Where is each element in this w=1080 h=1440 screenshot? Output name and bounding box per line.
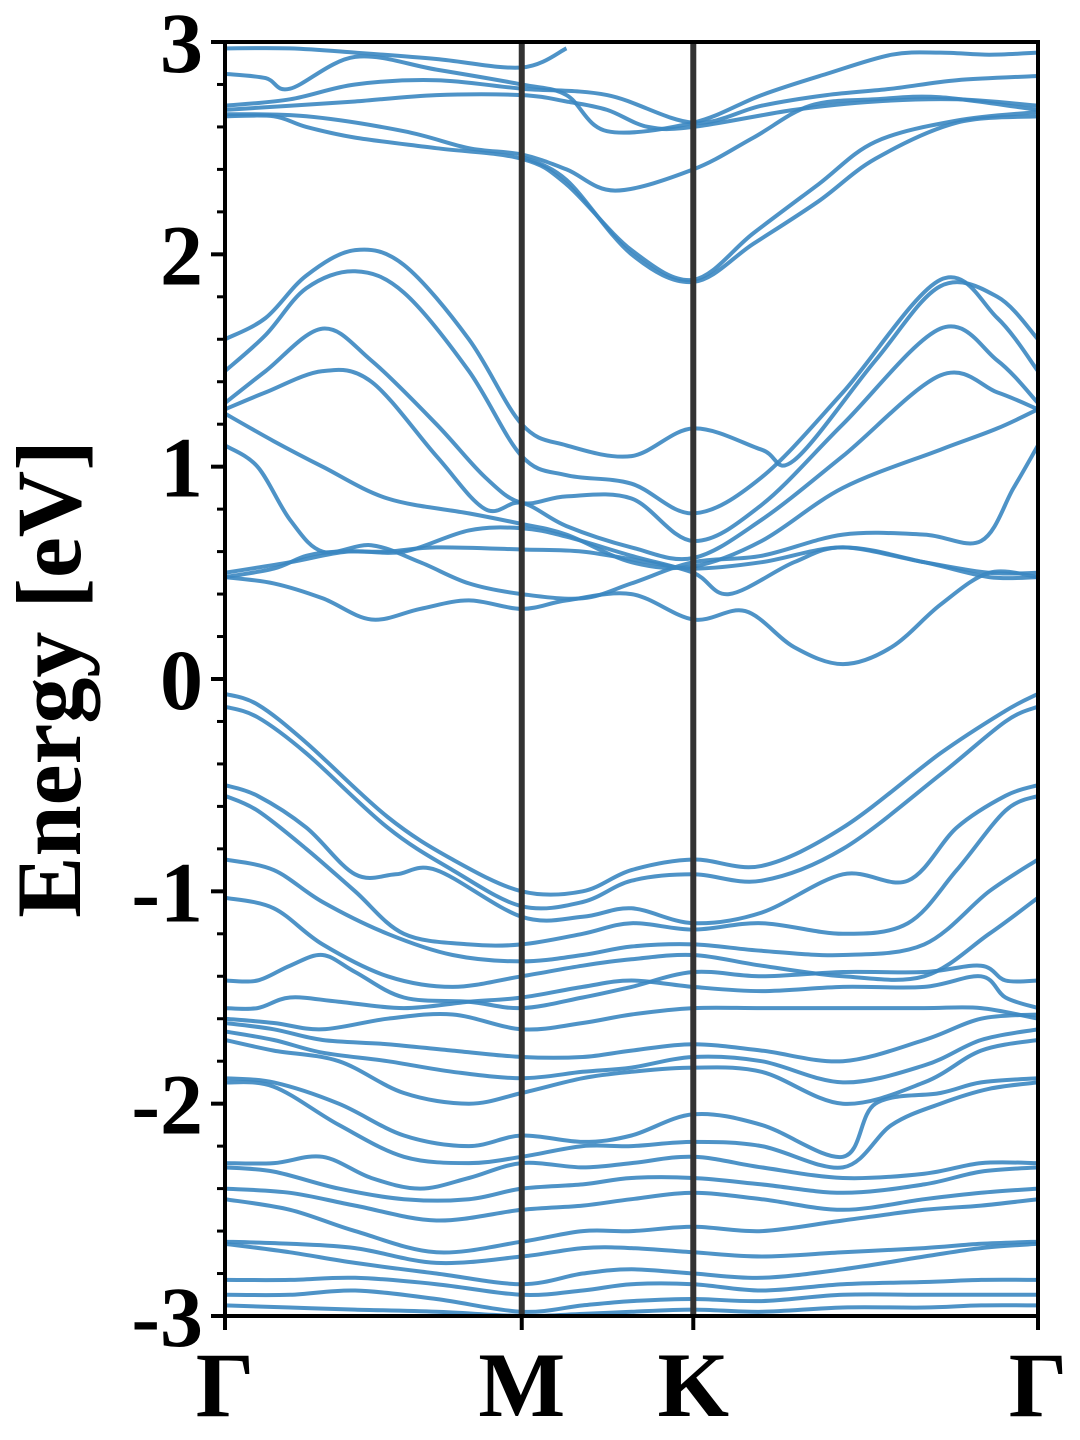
y-axis-title: Energy [eV] xyxy=(0,440,100,918)
band-line xyxy=(225,1288,1038,1314)
band-line xyxy=(225,324,1038,544)
band-line xyxy=(225,1165,1038,1203)
band-line xyxy=(225,367,1038,562)
band-line xyxy=(225,1012,1038,1064)
band-line xyxy=(225,857,1038,964)
y-tick-label: 3 xyxy=(160,0,203,91)
y-tick-label: -3 xyxy=(131,1269,203,1365)
band-line xyxy=(225,247,1038,468)
band-lines xyxy=(225,46,1038,1316)
band-line xyxy=(225,569,1038,667)
band-line xyxy=(225,1303,1038,1316)
band-line xyxy=(225,1038,1038,1106)
band-line xyxy=(225,92,1038,132)
x-tick-label: K xyxy=(658,1334,730,1436)
band-line xyxy=(225,793,1038,948)
band-line xyxy=(225,94,1038,193)
band-line xyxy=(225,50,1038,135)
band-line xyxy=(520,114,1038,284)
band-line xyxy=(225,443,1038,601)
band-line xyxy=(225,407,1038,571)
kpoint-dividers xyxy=(518,42,697,1316)
band-line xyxy=(225,1080,1038,1170)
band-line xyxy=(225,46,568,70)
x-tick-label: Γ xyxy=(196,1334,255,1436)
band-line xyxy=(225,895,1038,989)
band-line xyxy=(225,1239,1038,1266)
band-line xyxy=(225,1027,1038,1085)
band-line xyxy=(225,1076,1038,1159)
band-line xyxy=(225,1241,1038,1287)
band-line xyxy=(225,974,1038,1011)
band-line xyxy=(225,691,1038,897)
y-tick-label: 1 xyxy=(160,420,203,516)
band-line xyxy=(225,545,1038,581)
band-line xyxy=(225,269,1038,516)
y-tick-label: 2 xyxy=(160,207,203,303)
band-line xyxy=(225,1186,1038,1223)
plot-frame xyxy=(223,40,1040,1318)
axis-ticks: -3 -2 -1 0 1 2 3 Γ M K Γ xyxy=(131,0,1067,1436)
y-tick-label: 0 xyxy=(160,632,203,728)
band-line xyxy=(225,1197,1038,1255)
band-line xyxy=(225,1154,1038,1191)
y-tick-label: -2 xyxy=(131,1057,203,1153)
band-line xyxy=(225,952,1038,1011)
band-line xyxy=(225,1275,1038,1297)
band-line xyxy=(225,74,1038,125)
band-line xyxy=(225,1005,1038,1032)
band-line xyxy=(225,783,1038,926)
band-line xyxy=(225,704,1038,911)
x-tick-label: Γ xyxy=(1009,1334,1068,1436)
y-tick-label: -1 xyxy=(131,844,203,940)
x-tick-label: M xyxy=(478,1334,565,1436)
